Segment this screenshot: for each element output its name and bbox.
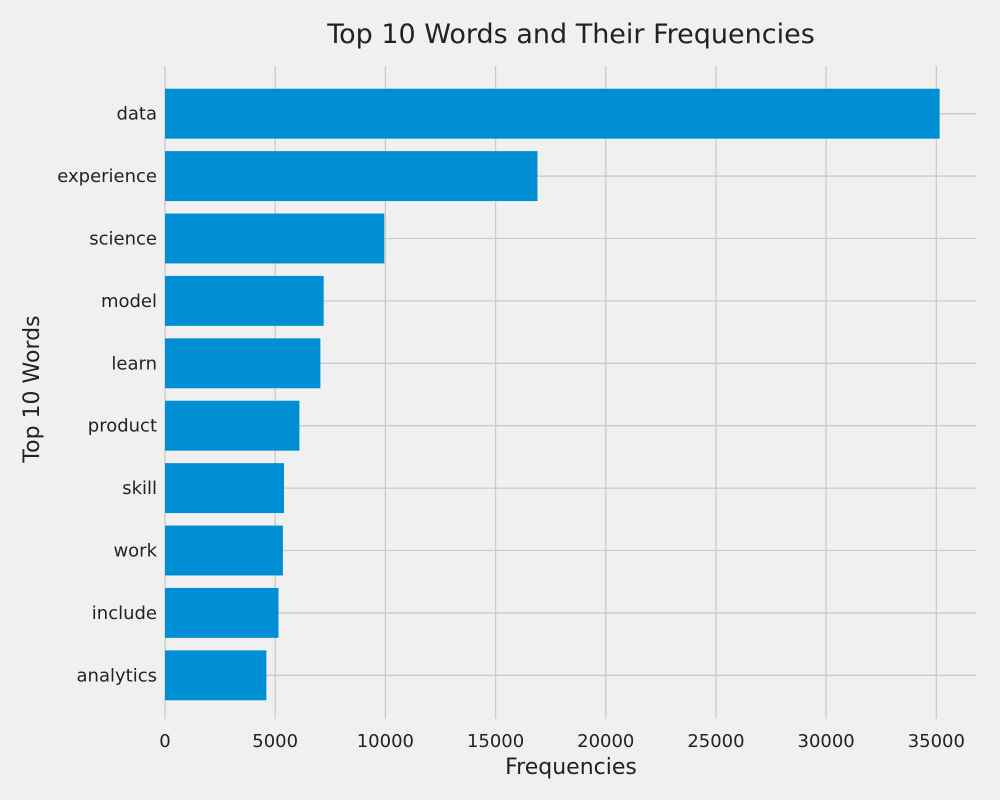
bar-learn xyxy=(165,338,321,389)
x-tick-label: 5000 xyxy=(252,731,298,752)
y-tick-label: skill xyxy=(122,478,157,499)
bar-data xyxy=(165,88,940,139)
x-tick-label: 20000 xyxy=(577,731,634,752)
chart-title: Top 10 Words and Their Frequencies xyxy=(326,19,815,50)
bar-analytics xyxy=(165,650,267,701)
y-tick-labels: data experience science model learn product sk… xyxy=(57,104,157,687)
bar-include xyxy=(165,587,279,638)
x-tick-label: 35000 xyxy=(908,731,965,752)
x-tick-label: 10000 xyxy=(357,731,414,752)
x-tick-label: 25000 xyxy=(687,731,744,752)
bar-model xyxy=(165,275,324,326)
y-tick-label: work xyxy=(113,541,157,562)
bar-experience xyxy=(165,151,538,202)
bar-work xyxy=(165,525,283,576)
y-tick-label: model xyxy=(101,291,157,312)
y-tick-label: learn xyxy=(111,353,157,374)
y-tick-label: include xyxy=(92,603,157,624)
x-tick-label: 15000 xyxy=(467,731,524,752)
bar-science xyxy=(165,213,385,264)
y-tick-label: data xyxy=(116,104,157,125)
y-axis-label: Top 10 Words xyxy=(20,315,45,463)
x-tick-labels: 0 5000 10000 15000 20000 25000 30000 35000 xyxy=(159,731,965,752)
bars xyxy=(165,88,940,701)
y-tick-label: analytics xyxy=(77,665,157,686)
x-axis-label: Frequencies xyxy=(505,755,637,780)
y-tick-label: product xyxy=(88,416,157,437)
bar-product xyxy=(165,400,300,451)
x-tick-label: 0 xyxy=(159,731,170,752)
bar-skill xyxy=(165,463,285,514)
x-tick-label: 30000 xyxy=(798,731,855,752)
y-tick-label: science xyxy=(89,228,157,249)
y-tick-label: experience xyxy=(57,166,157,187)
